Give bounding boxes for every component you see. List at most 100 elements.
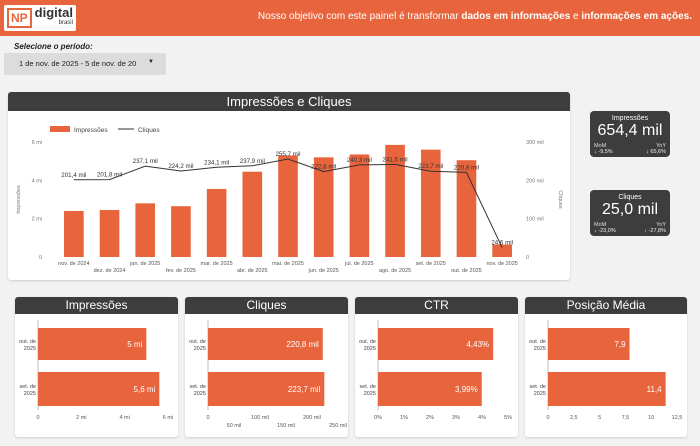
impressions-bar [278,155,298,257]
bar-data-label: 4,43% [466,340,489,349]
bar-data-label: 7,9 [614,340,626,349]
compare-bar [548,328,630,360]
panel-title: Posição Média [525,297,687,314]
right-axis-tick: 0 [526,255,529,261]
header-tagline: Nosso objetivo com este painel é transfo… [258,11,692,22]
legend-clicks-label: Cliques [138,127,160,134]
bar-category-label: out. de [529,339,546,345]
x-axis-tick: 50 mil [227,423,242,429]
x-axis-tick: nov. de 2025 [486,261,517,267]
impressions-bar [135,203,156,257]
right-axis-tick: 100 mil [526,217,544,223]
bar-data-label: 220,8 mil [286,340,319,349]
compare-bar [548,372,666,406]
kpi-yoy: YoY ↓ 65,6% [646,143,666,155]
impressions-bar [242,171,263,257]
x-axis-tick: 0 [206,415,209,421]
left-axis-tick: 2 mi [32,217,42,223]
logo-brasil: brasil [58,20,73,26]
x-axis-tick: 1% [400,415,408,421]
clicks-data-label: 222,8 mil [311,164,336,171]
logo-digital: digital [34,5,73,20]
impressions-bar [206,188,227,257]
x-axis-tick: 2 mi [76,415,86,421]
panel-title: Cliques [185,297,348,314]
compare-bar [38,372,160,406]
kpi-mom: MoM ↓ -9,5% [594,143,613,155]
date-range-picker[interactable]: 1 de nov. de 2025 - 5 de nov. de 20 ▼ [4,53,166,75]
clicks-compare-panel: Cliques 220,8 mil out. de 2025 223,7 mil set… [185,297,348,437]
x-axis-tick: 100 mil [251,415,269,421]
bar-category-label: out. de [359,339,376,345]
bar-data-label: 3,99% [455,385,478,394]
legend-impressions-label: Impressões [74,127,108,134]
clicks-data-label: 201,4 mil [61,172,86,179]
bar-category-label: set. de [19,384,36,390]
compare-bar [378,328,494,360]
avg-position-compare-panel: Posição Média 7,9 out. de 2025 11,4 set. de 2… [525,297,687,437]
panel-title: Impressões e Cliques [8,92,570,111]
x-axis-tick: 2% [426,415,434,421]
x-axis-tick: 2,5 [570,415,578,421]
x-axis-tick: mai. de 2025 [272,261,304,267]
bar-category-label: out. de [19,339,36,345]
impressions-bar [171,206,191,257]
bar-category-label: set. de [189,384,206,390]
compare-bar [378,372,482,406]
x-axis-tick: nov. de 2024 [58,261,89,267]
bar-category-label: set. de [359,384,376,390]
clicks-data-label: 224,2 mil [168,163,193,170]
x-axis-tick: 5 [598,415,601,421]
bar-category-label: 2025 [194,391,206,397]
period-label: Selecione o período: [14,42,93,51]
caret-down-icon: ▼ [148,59,154,65]
x-axis-tick: 4 mi [119,415,129,421]
bar-category-label: 2025 [534,346,546,352]
impressions-bar [313,157,334,257]
kpi-label: Cliques [618,194,642,201]
kpi-impressions-card: Impressões 654,4 mil MoM ↓ -9,5% YoY ↓ 65,… [590,111,670,157]
x-axis-tick: jan. de 2025 [129,261,160,267]
x-axis-tick: 5% [504,415,512,421]
left-axis-label: Impressões [16,185,22,214]
logo-np-mark: NP [7,8,32,28]
impressions-bar [64,211,84,257]
tagline-part-1: Nosso objetivo com este painel é transfo… [257,11,462,22]
compare-bar [38,328,147,360]
bar-category-label: 2025 [24,346,36,352]
kpi-mom: MoM ↓ -23,0% [594,222,616,234]
compare-bar [208,328,323,360]
bar-data-label: 5,6 mi [134,385,156,394]
bar-category-label: 2025 [24,391,36,397]
impressions-bar [349,154,370,257]
bar-category-label: 2025 [364,346,376,352]
left-axis-tick: 4 mi [32,178,42,184]
bar-data-label: 5 mi [127,340,142,349]
x-axis-tick: jun. de 2025 [308,268,339,274]
left-axis-tick: 6 mi [32,140,42,146]
x-axis-tick: fev. de 2025 [166,268,196,274]
kpi-yoy: YoY ↓ -27,8% [644,222,666,234]
impressions-bar [385,144,405,257]
tagline-bold-2: informações em ações. [581,11,692,22]
tagline-bold-1: dados em informações [461,11,571,22]
np-digital-logo: NP digital brasil [4,5,76,31]
x-axis-tick: dez. de 2024 [94,268,126,274]
kpi-label: Impressões [611,115,649,122]
clicks-data-label: 220,8 mil [454,164,479,171]
panel-title: Impressões [15,297,178,314]
x-axis-tick: mar. de 2025 [201,261,233,267]
x-axis-tick: 0% [374,415,382,421]
impressions-bar [492,244,512,257]
x-axis-tick: 3% [452,415,460,421]
ctr-compare-panel: CTR 4,43% out. de 2025 3,99% set. de 2025 0% 1%… [355,297,518,437]
clicks-line [73,158,503,248]
kpi-value: 654,4 mil [597,122,663,139]
compare-bar [208,372,325,406]
x-axis-tick: 250 mil [329,423,347,429]
bar-category-label: 2025 [364,391,376,397]
